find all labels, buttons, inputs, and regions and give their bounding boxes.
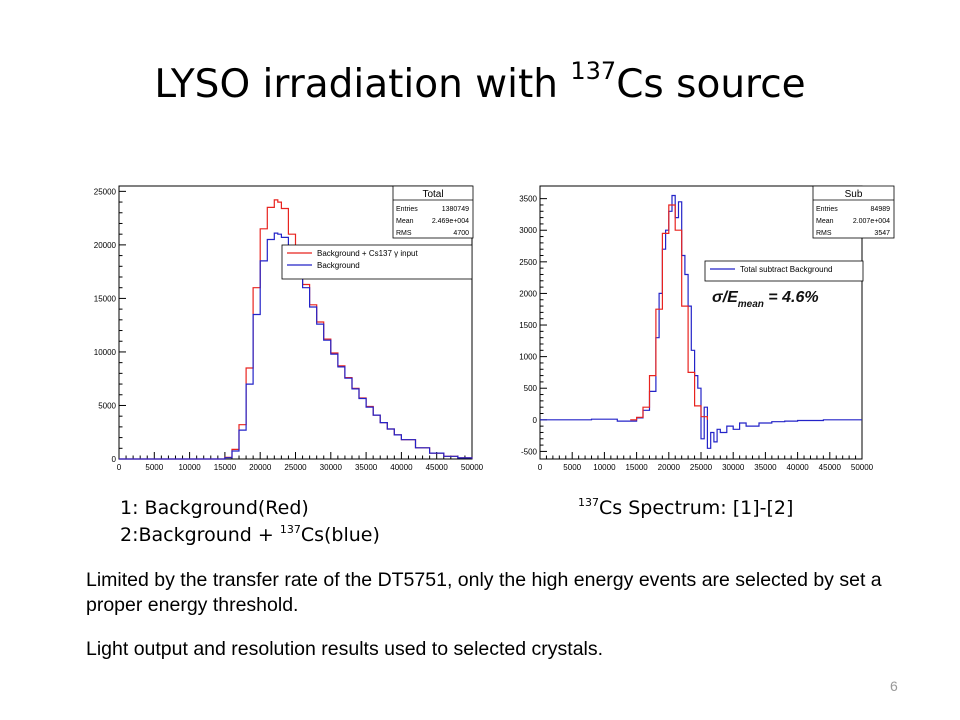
x-tick-label: 5000 — [145, 463, 163, 472]
x-tick-label: 25000 — [690, 463, 713, 472]
stats-value: 3547 — [874, 230, 890, 237]
stats-value: 2.469e+004 — [432, 218, 469, 225]
y-tick-label: 0 — [533, 416, 538, 425]
y-tick-label: 25000 — [94, 187, 117, 196]
y-tick-label: 3500 — [519, 195, 537, 204]
stats-value: 2.007e+004 — [853, 218, 890, 225]
y-tick-label: 500 — [524, 384, 538, 393]
x-tick-label: 35000 — [355, 463, 378, 472]
stats-value: 84989 — [871, 206, 891, 213]
y-tick-label: 2000 — [519, 289, 537, 298]
x-tick-label: 30000 — [722, 463, 745, 472]
legend-box — [704, 260, 864, 282]
caption-cs-spectrum: 137Cs Spectrum: [1]-[2] — [578, 496, 794, 519]
x-tick-label: 50000 — [461, 463, 484, 472]
stats-label: RMS — [396, 230, 412, 237]
x-tick-label: 10000 — [593, 463, 616, 472]
y-tick-label: 20000 — [94, 241, 117, 250]
x-tick-label: 5000 — [563, 463, 581, 472]
paragraph-light-output: Light output and resolution results used… — [86, 638, 604, 660]
slide-title: LYSO irradiation with 137Cs source — [154, 57, 806, 107]
x-tick-label: 10000 — [178, 463, 201, 472]
legend-box — [281, 244, 473, 280]
series-line-0 — [540, 194, 862, 449]
y-tick-label: 5000 — [98, 401, 116, 410]
total-spectrum-chart: 0 5000 10000 15000 20000 25000 30000 35000 40000… — [94, 185, 484, 472]
y-tick-label: -500 — [521, 447, 538, 456]
x-tick-label: 40000 — [786, 463, 809, 472]
x-tick-label: 15000 — [625, 463, 648, 472]
x-tick-label: 45000 — [426, 463, 449, 472]
x-tick-label: 0 — [538, 463, 543, 472]
caption-background-red: 1: Background(Red) — [120, 497, 309, 519]
stats-label: RMS — [816, 230, 832, 237]
stats-value: 1380749 — [442, 206, 469, 213]
y-tick-label: 10000 — [94, 348, 117, 357]
y-tick-label: 0 — [112, 455, 117, 464]
stats-value: 4700 — [453, 230, 469, 237]
resolution-annotation: σ/Emean = 4.6% — [712, 289, 819, 310]
stats-label: Entries — [396, 206, 418, 213]
x-tick-label: 40000 — [390, 463, 413, 472]
y-tick-label: 1000 — [519, 353, 537, 362]
x-tick-label: 20000 — [658, 463, 681, 472]
y-tick-label: 3000 — [519, 226, 537, 235]
legend-label: Background + Cs137 γ input — [317, 249, 419, 258]
x-tick-label: 20000 — [249, 463, 272, 472]
paragraph-threshold: Limited by the transfer rate of the DT57… — [86, 569, 882, 616]
x-tick-label: 15000 — [214, 463, 237, 472]
subtracted-spectrum-chart: 0 5000 10000 15000 20000 25000 30000 35000 40000… — [519, 185, 895, 472]
x-tick-label: 35000 — [754, 463, 777, 472]
stats-label: Entries — [816, 206, 838, 213]
y-tick-label: 2500 — [519, 258, 537, 267]
stats-name: Sub — [845, 189, 863, 200]
stats-label: Mean — [816, 218, 834, 225]
legend-label: Background — [317, 261, 360, 270]
stats-label: Mean — [396, 218, 414, 225]
stats-name: Total — [422, 189, 443, 200]
caption-background-blue: 2:Background + 137Cs(blue) — [120, 523, 380, 546]
y-tick-label: 15000 — [94, 294, 117, 303]
series-line-1 — [119, 232, 473, 460]
y-tick-label: 1500 — [519, 321, 537, 330]
page-number: 6 — [890, 678, 898, 694]
stats-box — [812, 185, 895, 239]
x-tick-label: 0 — [117, 463, 122, 472]
x-tick-label: 30000 — [320, 463, 343, 472]
stats-box — [392, 185, 474, 239]
x-tick-label: 50000 — [851, 463, 874, 472]
x-tick-label: 25000 — [284, 463, 307, 472]
series-line-1 — [630, 204, 708, 421]
legend-label: Total subtract Background — [740, 265, 833, 274]
x-tick-label: 45000 — [819, 463, 842, 472]
